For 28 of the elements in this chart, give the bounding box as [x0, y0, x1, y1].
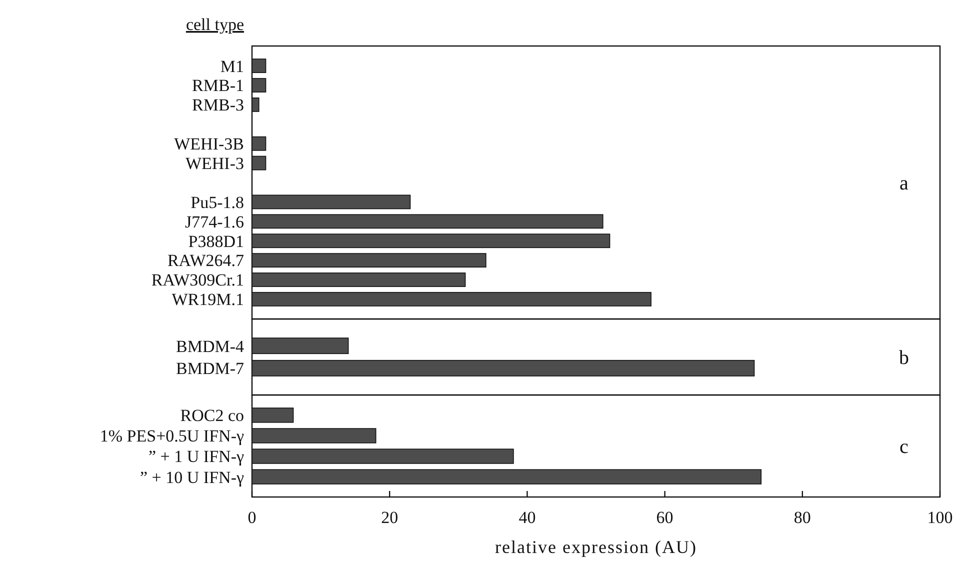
y-tick-label: J774-1.6 [184, 212, 244, 232]
y-tick-label: RAW309Cr.1 [151, 270, 244, 290]
y-tick-label: RAW264.7 [167, 251, 244, 270]
annotation: b [899, 347, 909, 369]
y-tick-label: WEHI-3 [185, 154, 244, 173]
y-tick-label: P388D1 [188, 232, 244, 251]
x-tick-label: 80 [794, 508, 811, 527]
y-tick-label: ROC2 co [180, 406, 244, 426]
y-tick-label: BMDM-7 [176, 359, 244, 378]
x-tick-label: 40 [518, 508, 536, 527]
x-tick-label: 60 [656, 508, 674, 527]
y-tick-label: BMDM-4 [176, 336, 244, 356]
y-tick-label: ” + 1 U IFN-γ [148, 447, 244, 466]
y-tick-label: WEHI-3B [174, 134, 244, 154]
x-tick-label: 0 [248, 508, 256, 527]
y-tick-label: Pu5-1.8 [190, 192, 244, 212]
y-axis-title: cell type [186, 15, 244, 34]
x-axis-title: relative expression (AU) [495, 537, 697, 557]
annotation: c [900, 436, 909, 458]
y-tick-label: WR19M.1 [172, 290, 244, 310]
x-tick-label: 20 [381, 508, 398, 527]
y-tick-label: RMB-1 [192, 76, 244, 96]
y-tick-label: ” + 10 U IFN-γ [140, 468, 244, 487]
y-tick-label: 1% PES+0.5U IFN-γ [100, 426, 244, 446]
y-tick-label: M1 [220, 56, 244, 76]
annotation: a [900, 172, 909, 194]
y-tick-label: RMB-3 [192, 96, 244, 115]
x-tick-label: 100 [927, 508, 953, 527]
